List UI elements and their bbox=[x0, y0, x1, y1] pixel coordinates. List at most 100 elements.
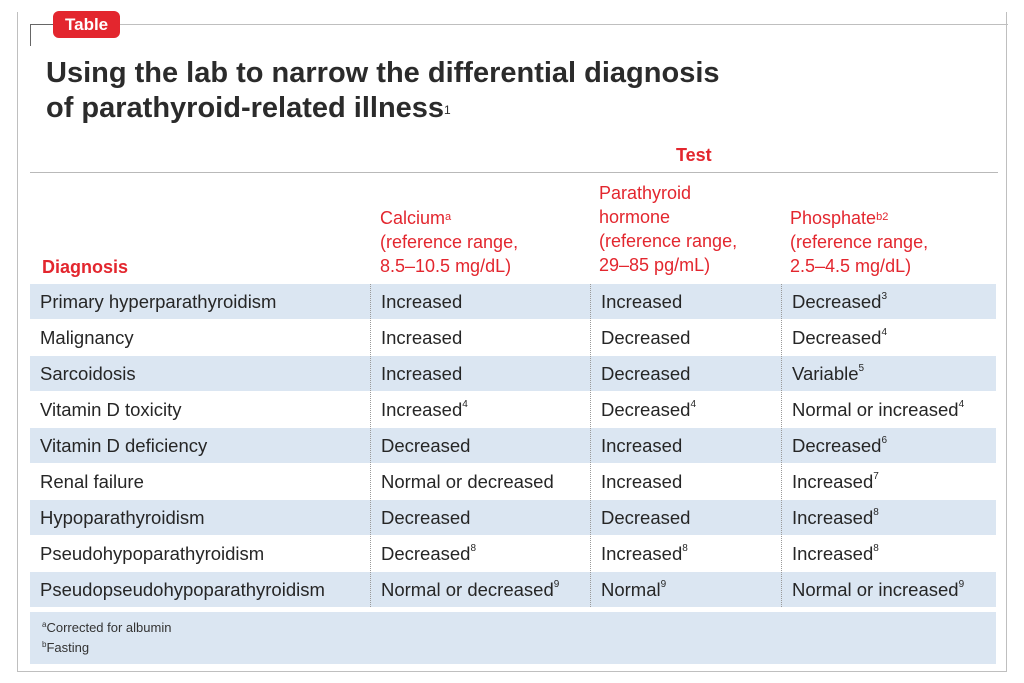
cell-phosphate-text: Decreased bbox=[792, 434, 882, 456]
cell-diagnosis-text: Vitamin D toxicity bbox=[40, 398, 182, 420]
cell-phosphate-reference: 6 bbox=[881, 434, 888, 446]
cell-phosphate-text: Increased bbox=[792, 542, 874, 564]
cell-phosphate-text: Increased bbox=[792, 506, 874, 528]
cell-pth-text: Decreased bbox=[601, 398, 691, 420]
cell-calcium: Normal or decreased bbox=[370, 463, 591, 500]
cell-calcium: Increased bbox=[370, 355, 591, 392]
cell-phosphate: Decreased3 bbox=[781, 284, 996, 320]
cell-phosphate-reference: 7 bbox=[873, 470, 879, 482]
cell-pth-text: Increased bbox=[601, 470, 683, 492]
cell-calcium-text: Normal or decreased bbox=[381, 578, 554, 600]
footnote-a-text: Corrected for albumin bbox=[46, 620, 172, 635]
calcium-header-sup: a bbox=[445, 211, 452, 223]
top-rule bbox=[30, 24, 1008, 25]
cell-pth-reference: 9 bbox=[660, 578, 667, 590]
cell-calcium-text: Increased bbox=[381, 362, 463, 384]
cell-calcium-text: Decreased bbox=[381, 434, 471, 456]
cell-phosphate-text: Decreased bbox=[792, 326, 882, 348]
cell-calcium-text: Normal or decreased bbox=[381, 470, 554, 492]
cell-pth-text: Decreased bbox=[601, 362, 691, 384]
calcium-header-name: Calcium bbox=[380, 208, 446, 228]
pth-header-line1: Parathyroid bbox=[599, 183, 692, 203]
footnote-a-mark: a bbox=[42, 620, 47, 629]
phosphate-header-line3: 2.5–4.5 mg/dL) bbox=[790, 256, 912, 276]
cell-phosphate: Decreased6 bbox=[781, 427, 996, 464]
table-title: Using the lab to narrow the differential… bbox=[46, 56, 846, 126]
calcium-header-line3: 8.5–10.5 mg/dL) bbox=[380, 256, 512, 276]
table-row: Pseudopseudohypoparathyroidism Normal or … bbox=[30, 571, 996, 608]
cell-calcium-text: Decreased bbox=[381, 542, 471, 564]
cell-phosphate: Variable5 bbox=[781, 355, 996, 392]
cell-phosphate-reference: 8 bbox=[873, 542, 879, 554]
table-row: Pseudohypoparathyroidism Decreased8 Increa… bbox=[30, 535, 996, 572]
corner-bracket-horizontal bbox=[30, 24, 54, 25]
cell-pth-text: Increased bbox=[601, 434, 683, 456]
title-line1: Using the lab to narrow the differential… bbox=[46, 57, 720, 89]
cell-pth: Increased bbox=[590, 427, 782, 464]
table-row: Renal failure Normal or decreased Increase… bbox=[30, 463, 996, 500]
calcium-header-line2: (reference range, bbox=[380, 232, 519, 252]
cell-diagnosis-text: Renal failure bbox=[40, 470, 144, 492]
column-header-diagnosis: Diagnosis bbox=[42, 257, 129, 277]
cell-calcium-text: Increased bbox=[381, 398, 463, 420]
cell-phosphate-text: Variable bbox=[792, 362, 859, 384]
cell-diagnosis: Pseudopseudohypoparathyroidism bbox=[30, 571, 371, 608]
column-header-pth: Parathyroid hormone (reference range, 29… bbox=[599, 181, 737, 277]
column-header-phosphate: Phosphateb2 (reference range, 2.5–4.5 mg… bbox=[790, 206, 928, 278]
cell-phosphate: Increased8 bbox=[781, 499, 996, 536]
table-badge: Table bbox=[53, 11, 121, 38]
cell-pth: Normal9 bbox=[590, 571, 782, 608]
pth-header-line2: hormone bbox=[599, 207, 671, 227]
title-reference: 1 bbox=[444, 103, 451, 117]
cell-pth-text: Normal bbox=[601, 578, 661, 600]
cell-pth: Decreased bbox=[590, 319, 782, 356]
cell-calcium-reference: 8 bbox=[470, 542, 477, 554]
cell-calcium: Decreased bbox=[370, 427, 591, 464]
cell-calcium-text: Increased bbox=[381, 326, 463, 348]
table-row: Primary hyperparathyroidism Increased Incr… bbox=[30, 284, 996, 320]
cell-phosphate: Decreased4 bbox=[781, 319, 996, 356]
cell-diagnosis: Renal failure bbox=[30, 463, 371, 500]
cell-phosphate-reference: 4 bbox=[881, 326, 888, 338]
cell-phosphate-text: Normal or increased bbox=[792, 578, 959, 600]
cell-pth-text: Increased bbox=[601, 542, 683, 564]
cell-diagnosis-text: Malignancy bbox=[40, 326, 134, 348]
footnote-b: bFasting bbox=[42, 640, 89, 655]
cell-diagnosis-text: Pseudopseudohypoparathyroidism bbox=[40, 578, 325, 600]
cell-pth-text: Increased bbox=[601, 290, 683, 312]
cell-phosphate-text: Increased bbox=[792, 470, 874, 492]
cell-phosphate-reference: 3 bbox=[881, 290, 888, 302]
cell-calcium-reference: 9 bbox=[553, 578, 560, 590]
diagnosis-table: Primary hyperparathyroidism Increased Incr… bbox=[30, 284, 996, 608]
cell-calcium: Decreased8 bbox=[370, 535, 591, 572]
cell-calcium: Increased4 bbox=[370, 391, 591, 428]
footnote-a: aCorrected for albumin bbox=[42, 620, 171, 635]
phosphate-header-name: Phosphate bbox=[790, 208, 877, 228]
cell-pth: Decreased bbox=[590, 355, 782, 392]
cell-pth: Increased bbox=[590, 463, 782, 500]
cell-phosphate-text: Normal or increased bbox=[792, 398, 959, 420]
cell-pth: Increased8 bbox=[590, 535, 782, 572]
cell-diagnosis: Malignancy bbox=[30, 319, 371, 356]
cell-pth-reference: 4 bbox=[690, 398, 697, 410]
cell-calcium-text: Increased bbox=[381, 290, 463, 312]
cell-phosphate-reference: 5 bbox=[858, 362, 865, 374]
cell-pth-reference: 8 bbox=[682, 542, 688, 554]
cell-diagnosis-text: Primary hyperparathyroidism bbox=[40, 290, 277, 312]
cell-diagnosis: Vitamin D deficiency bbox=[30, 427, 371, 464]
cell-diagnosis: Pseudohypoparathyroidism bbox=[30, 535, 371, 572]
pth-header-line3: (reference range, bbox=[599, 231, 738, 251]
test-group-header: Test bbox=[676, 145, 712, 165]
cell-diagnosis: Primary hyperparathyroidism bbox=[30, 284, 371, 320]
cell-calcium: Increased bbox=[370, 319, 591, 356]
cell-diagnosis: Hypoparathyroidism bbox=[30, 499, 371, 536]
cell-diagnosis: Vitamin D toxicity bbox=[30, 391, 371, 428]
corner-bracket-vertical bbox=[30, 24, 31, 46]
cell-calcium-reference: 4 bbox=[462, 398, 468, 410]
cell-diagnosis: Sarcoidosis bbox=[30, 355, 371, 392]
cell-diagnosis-text: Vitamin D deficiency bbox=[40, 434, 208, 456]
cell-calcium: Normal or decreased9 bbox=[370, 571, 591, 608]
cell-pth: Decreased4 bbox=[590, 391, 782, 428]
cell-pth-text: Decreased bbox=[601, 326, 691, 348]
title-line2: of parathyroid-related illness bbox=[46, 92, 445, 124]
